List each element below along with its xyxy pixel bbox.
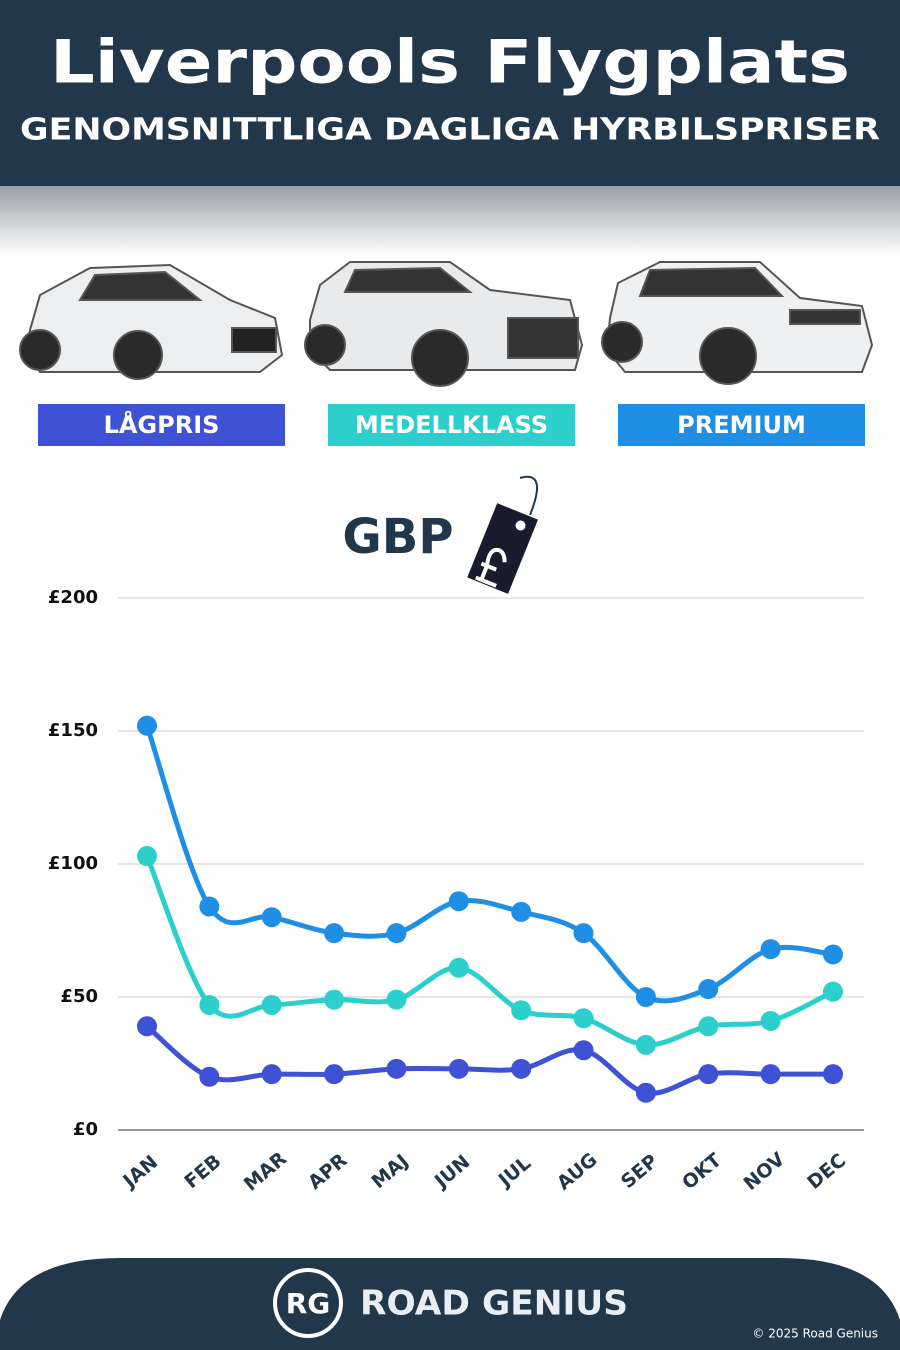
- data-point: [261, 1064, 282, 1085]
- data-point: [137, 846, 157, 867]
- data-point: [635, 1034, 656, 1055]
- data-point: [760, 939, 781, 960]
- y-tick-label: £50: [60, 986, 98, 1007]
- data-point: [511, 1000, 532, 1021]
- y-tick-label: £100: [48, 853, 98, 874]
- data-point: [573, 1040, 594, 1061]
- x-tick-label: AUG: [553, 1149, 602, 1195]
- series-line: [144, 855, 835, 1048]
- footer-band: [0, 1258, 900, 1350]
- y-tick-label: £0: [73, 1119, 98, 1140]
- x-tick-label: MAR: [240, 1147, 291, 1195]
- x-tick-label: JUN: [429, 1151, 474, 1194]
- data-point: [261, 994, 282, 1015]
- legend-box: [618, 404, 865, 446]
- data-point: [137, 715, 157, 736]
- x-tick-label: MAJ: [367, 1150, 412, 1193]
- x-tick-label: FEB: [180, 1150, 225, 1193]
- y-axis-label: GBP: [342, 509, 453, 565]
- data-point: [324, 923, 345, 944]
- car-premium: [601, 261, 874, 385]
- data-point: [386, 923, 407, 944]
- data-point: [698, 1064, 719, 1085]
- data-point: [511, 901, 532, 922]
- data-point: [448, 1058, 469, 1079]
- car-economy: [19, 263, 284, 380]
- logo-ring: [273, 1268, 343, 1338]
- data-point: [386, 989, 407, 1010]
- y-tick-label: £150: [48, 720, 98, 741]
- legend-box: [38, 404, 285, 446]
- data-point: [760, 1064, 781, 1085]
- copyright: © 2025 Road Genius: [752, 1327, 878, 1341]
- x-tick-label: OKT: [678, 1149, 726, 1194]
- price-tag-icon: [467, 475, 539, 594]
- data-point: [199, 994, 220, 1015]
- legend-box: [328, 404, 575, 446]
- data-point: [573, 923, 594, 944]
- x-tick-label: SEP: [617, 1150, 662, 1193]
- data-point: [199, 896, 220, 917]
- series-line: [145, 1024, 833, 1096]
- data-point: [760, 1010, 781, 1031]
- series-line: [144, 724, 834, 1004]
- legend-label: LÅGPRIS: [104, 410, 220, 439]
- x-tick-label: DEC: [803, 1149, 850, 1193]
- data-point: [823, 944, 843, 965]
- x-tick-label: JUL: [493, 1152, 535, 1192]
- chart-title: Liverpools Flygplats: [50, 28, 850, 98]
- header-band: [0, 0, 900, 186]
- legend-label: PREMIUM: [677, 411, 806, 439]
- header-shade: [0, 186, 900, 256]
- data-point: [199, 1066, 220, 1087]
- data-point: [698, 979, 719, 1000]
- data-point: [448, 957, 469, 978]
- data-point: [324, 989, 345, 1010]
- logo-text: RG: [286, 1287, 331, 1320]
- data-point: [635, 1082, 656, 1103]
- data-point: [448, 891, 469, 912]
- brand-name: ROAD GENIUS: [360, 1284, 628, 1324]
- y-tick-label: £200: [48, 587, 98, 608]
- data-point: [823, 1064, 843, 1085]
- data-point: [698, 1016, 719, 1037]
- data-point: [261, 907, 282, 928]
- data-point: [324, 1064, 345, 1085]
- car-midsize: [304, 261, 584, 387]
- data-point: [635, 987, 656, 1007]
- data-point: [573, 1008, 594, 1029]
- x-tick-label: NOV: [740, 1148, 790, 1195]
- legend-label: MEDELLKLASS: [355, 411, 548, 439]
- chart-subtitle: GENOMSNITTLIGA DAGLIGA HYRBILSPRISER: [20, 113, 880, 148]
- data-point: [823, 981, 843, 1002]
- data-point: [386, 1058, 407, 1079]
- x-tick-label: JAN: [118, 1151, 163, 1193]
- x-tick-label: APR: [304, 1149, 352, 1194]
- data-point: [137, 1016, 157, 1037]
- data-point: [511, 1058, 532, 1079]
